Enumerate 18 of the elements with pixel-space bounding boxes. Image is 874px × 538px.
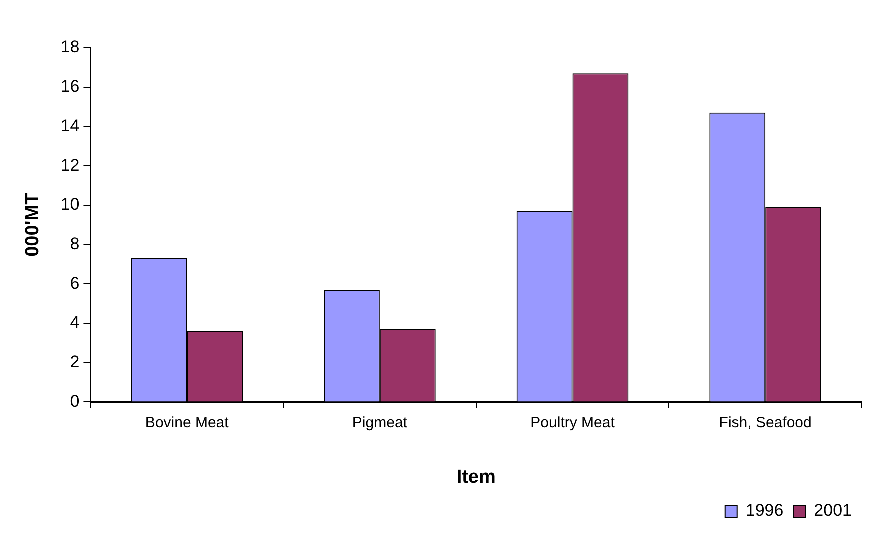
legend-label: 1996	[746, 501, 784, 520]
y-tick-label: 14	[60, 116, 80, 136]
y-tick-label: 4	[70, 313, 80, 332]
x-tick-label: Pigmeat	[352, 414, 408, 432]
legend-label: 2001	[814, 501, 852, 520]
x-axis-title: Item	[456, 466, 496, 488]
x-tick-label: Fish, Seafood	[719, 414, 812, 432]
y-tick-label: 6	[70, 274, 80, 293]
y-tick-label: 2	[70, 352, 80, 372]
x-tick-label: Bovine Meat	[145, 414, 230, 432]
y-tick-label: 12	[60, 156, 80, 175]
y-tick-label: 0	[70, 392, 80, 411]
y-tick-label: 8	[70, 234, 80, 254]
y-tick-label: 18	[60, 38, 80, 57]
y-tick-label: 16	[60, 77, 80, 96]
y-tick-label: 10	[60, 195, 80, 214]
y-axis-title: 000'MT	[22, 192, 44, 257]
x-tick-label: Poultry Meat	[530, 414, 616, 432]
